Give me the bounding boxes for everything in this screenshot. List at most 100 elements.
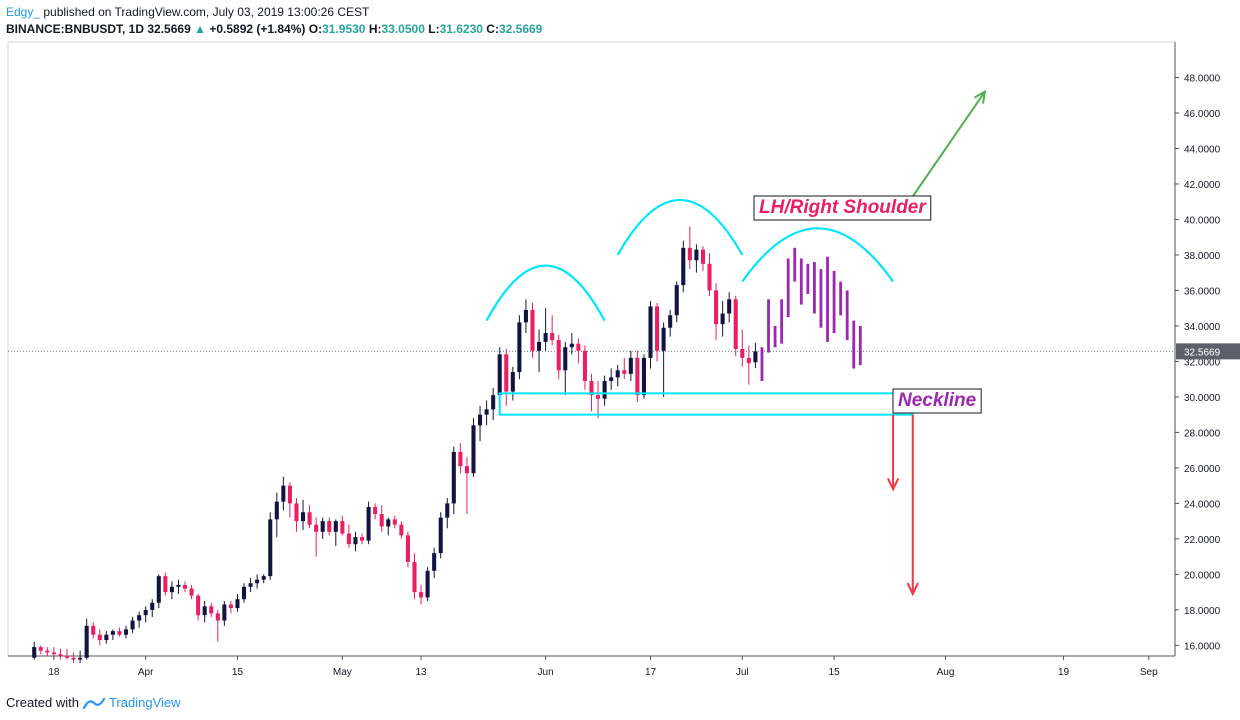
projection-bar [793,247,797,282]
candle-body [196,595,201,616]
projection-bar [832,270,836,334]
right-shoulder-label-box [753,195,932,221]
candle-body [346,533,351,545]
candle-body [51,652,56,655]
candle [740,329,745,367]
candle-body [687,247,692,261]
arrow-down-target-icon-head [906,582,919,597]
candle-body [163,576,168,593]
high-label: H: [368,22,382,36]
y-tick-label: 16.0000 [1184,641,1221,652]
candle [300,499,306,531]
candle-body [268,519,273,577]
x-tick-label: 15 [829,667,841,678]
arrow-down-icon-head [886,477,900,492]
candle-body [248,583,253,587]
candle-body [189,588,194,596]
change-arrow-icon: ▲ [194,22,206,36]
projection-bar [858,325,862,365]
candle-body [176,585,181,587]
candle-body [32,647,37,658]
candle-body [714,290,719,325]
candle [464,457,469,515]
projection-bar [826,256,829,342]
candle [386,517,391,536]
candle [169,581,174,600]
candle [143,606,148,623]
candle [478,405,483,442]
candle [215,609,220,642]
candle-body [661,327,666,351]
y-tick-label: 34.0000 [1184,322,1221,333]
candle [137,611,142,628]
candle-body [609,377,614,381]
candle [45,647,50,656]
price-change: +0.5892 (+1.84%) [209,22,306,36]
candle-body [471,425,476,474]
candle [537,329,542,373]
x-tick-label: 19 [1058,667,1070,678]
candle [674,281,679,323]
symbol-info: BINANCE:BNBUSDT, 1D 32.5669 ▲ +0.5892 (+… [6,22,542,36]
candle [71,652,76,664]
candle-body [228,604,233,609]
y-tick-label: 22.0000 [1184,535,1221,546]
candle [491,388,496,420]
y-tick-label: 26.0000 [1184,464,1221,475]
price-chart[interactable]: LH/Right Shoulder Neckline 16.0000 18.0000… [0,0,1240,690]
last-price: 32.5669 [147,22,191,36]
candle-body [694,249,699,261]
x-tick-label: 15 [232,667,244,678]
x-tick-label: Aug [937,667,955,678]
candle [209,602,214,617]
projection-bar [845,290,849,341]
candle-body [235,599,240,609]
candle-body [707,263,712,291]
candle [419,585,424,605]
candle-body [78,657,83,660]
candle [235,593,240,612]
candle-body [97,634,102,641]
candle-body [58,654,63,656]
y-tick-label: 36.0000 [1184,286,1221,297]
candle [609,368,614,390]
shoulder-arc-1 [485,264,606,322]
candle-body [622,370,627,374]
candle-body [340,521,345,534]
candle-body [432,553,437,571]
candle-body [392,519,397,525]
candle [255,574,260,589]
candle-body [550,333,555,341]
candle-body [386,519,391,527]
candle-body [543,333,548,342]
tradingview-brand[interactable]: TradingView [108,695,181,710]
candle [333,519,338,546]
candle [281,476,286,511]
candle-body [366,506,371,541]
candle-body [484,409,489,415]
candle [661,322,666,397]
candle [307,505,312,529]
author-link[interactable]: Edgy_ [6,5,41,19]
candle [556,334,561,380]
candle [32,641,37,660]
candle-body [182,585,188,589]
candle-body [596,395,601,399]
y-tick-label: 24.0000 [1184,499,1221,510]
candle [628,350,633,381]
candle [248,577,253,593]
candle-body [523,309,528,323]
candle [268,512,273,580]
x-tick-label: 13 [415,667,427,678]
candle [91,622,96,639]
candle [530,302,535,358]
candle [432,547,437,578]
candle [373,503,378,520]
candle-body [150,602,155,610]
candle-body [202,606,207,616]
candle-body [314,524,319,532]
open-label: O: [308,22,323,36]
candle [182,581,188,593]
x-tick-label: Jul [736,667,749,678]
candle [576,338,581,364]
